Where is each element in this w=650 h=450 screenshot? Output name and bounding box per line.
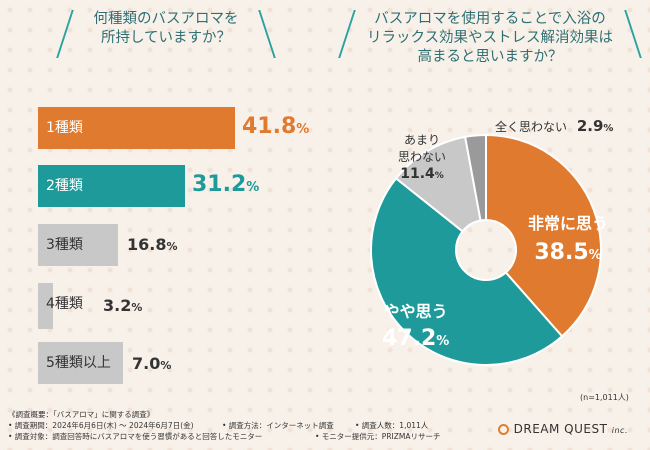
pie-slice-very	[485, 133, 602, 338]
bar-value-5: 7.0%	[132, 354, 172, 373]
sample-size-note: (n=1,011人)	[580, 393, 629, 402]
pie-slice-not-much	[394, 135, 482, 233]
bar-3: 3種類	[38, 224, 118, 266]
bar-value-1: 41.8%	[242, 114, 310, 139]
bar-value-4: 3.2%	[103, 296, 143, 315]
right-title-line2: リラックス効果やストレス解消効果は	[366, 30, 614, 46]
right-title-line3: 高まると思いますか？	[417, 49, 563, 65]
pie-label-very: 非常に思う 38.5%	[528, 214, 609, 265]
bar-label-5: 5種類以上	[46, 355, 111, 371]
left-title-line2: 所持していますか？	[100, 30, 232, 46]
bar-value-2: 31.2%	[192, 172, 260, 197]
footer-title: 《調査概要：「バスアロマ」に関する調査》	[8, 410, 155, 419]
footer-method: • 調査方法：インターネット調査	[222, 421, 334, 430]
bar-label-2: 2種類	[46, 178, 83, 194]
pie-chart	[370, 133, 602, 366]
bar-value-3: 16.8%	[127, 235, 178, 254]
bar-label-3: 3種類	[46, 237, 83, 253]
bar-label-4: 4種類	[46, 296, 83, 312]
footer-provider: • モニター提供元：PRIZMAリサーチ	[315, 432, 441, 441]
pie-label-somewhat: やや思う 47.2%	[382, 302, 450, 351]
bar-4: 4種類	[38, 283, 83, 329]
power-icon	[497, 424, 509, 435]
bar-1: 1種類	[38, 107, 235, 149]
pie-label-not-at-all: 全く思わない 2.9%	[495, 117, 614, 135]
pie-label-not-much: あまり 思わない 11.4%	[398, 133, 447, 182]
pie-slice-not-at-all	[463, 133, 487, 222]
bar-label-1: 1種類	[46, 120, 83, 136]
bar-2: 2種類	[38, 165, 185, 207]
footer-count: • 調査人数：1,011人	[355, 421, 429, 430]
right-title-line1: バスアロマを使用することで入浴の	[374, 11, 606, 27]
right-chart-title: バスアロマを使用することで入浴の リラックス効果やストレス解消効果は 高まると思…	[338, 10, 642, 67]
pie-slice-somewhat	[370, 176, 564, 366]
footer-target: • 調査対象：調査回答時にバスアロマを使う習慣があると回答したモニター	[8, 432, 263, 441]
left-title-line1: 何種類のバスアロマを	[93, 11, 239, 27]
bar-5: 5種類以上	[38, 342, 123, 384]
dream-quest-logo: DREAM QUEST inc.	[497, 422, 628, 436]
footer-period: • 調査期間：2024年6月6日(木) ～ 2024年6月7日(金)	[8, 421, 194, 430]
left-chart-title: 何種類のバスアロマを 所持していますか？	[56, 10, 276, 58]
